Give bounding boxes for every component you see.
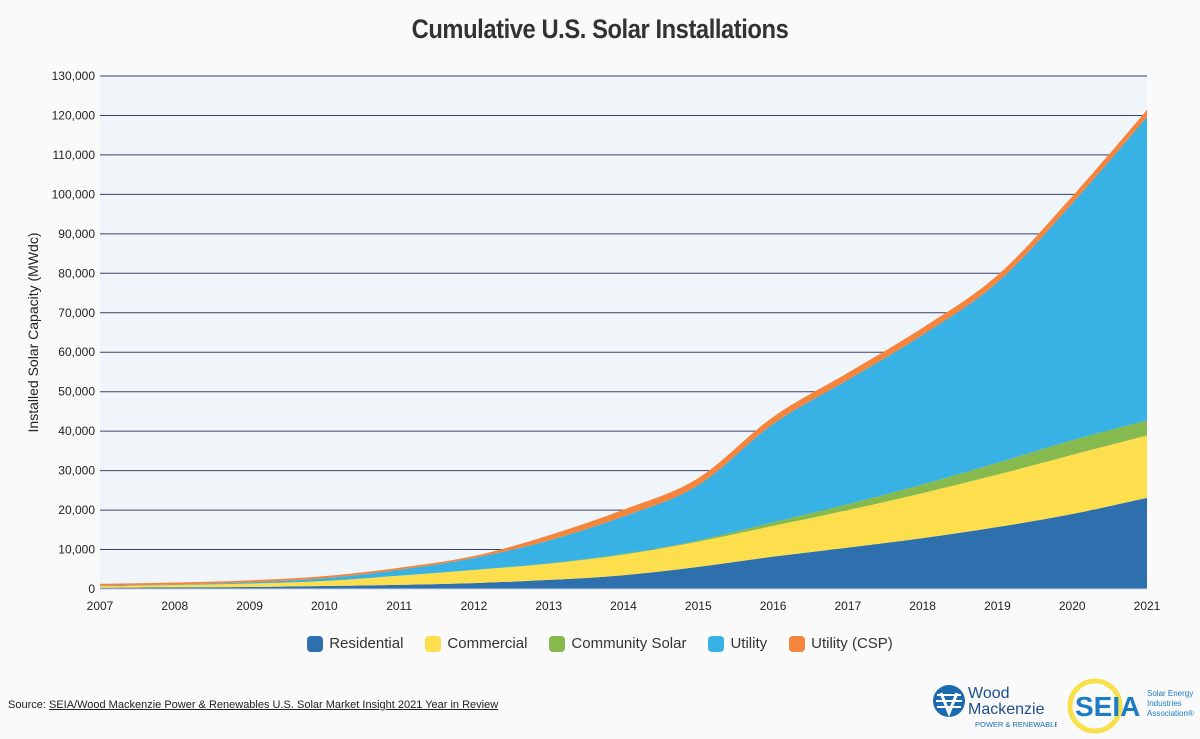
svg-text:Wood: Wood bbox=[968, 685, 1010, 702]
x-tick-label: 2018 bbox=[909, 599, 936, 613]
x-tick-label: 2010 bbox=[311, 599, 338, 613]
y-tick-label: 10,000 bbox=[58, 543, 95, 557]
legend-label: Commercial bbox=[447, 635, 528, 652]
y-tick-label: 40,000 bbox=[58, 424, 95, 438]
legend-swatch bbox=[549, 635, 566, 652]
svg-text:Industries: Industries bbox=[1147, 699, 1182, 708]
x-tick-label: 2013 bbox=[535, 599, 562, 613]
x-tick-label: 2020 bbox=[1059, 599, 1086, 613]
legend-label: Residential bbox=[329, 635, 404, 652]
source-note: Source: SEIA/Wood Mackenzie Power & Rene… bbox=[8, 699, 498, 711]
source-link[interactable]: SEIA/Wood Mackenzie Power & Renewables U… bbox=[48, 699, 499, 711]
x-tick-label: 2014 bbox=[610, 599, 637, 613]
area-residential bbox=[100, 497, 1147, 589]
legend-item: Residential bbox=[307, 635, 403, 652]
area-commercial bbox=[100, 435, 1147, 588]
y-axis-label: Installed Solar Capacity (MWdc) bbox=[25, 233, 41, 433]
y-tick-label: 90,000 bbox=[58, 227, 95, 241]
x-tick-label: 2021 bbox=[1134, 599, 1161, 613]
x-tick-label: 2012 bbox=[461, 599, 488, 613]
x-tick-label: 2007 bbox=[87, 599, 114, 613]
legend-label: Community Solar bbox=[571, 635, 687, 652]
legend-swatch bbox=[708, 635, 725, 652]
legend-swatch bbox=[789, 635, 806, 652]
x-tick-label: 2011 bbox=[386, 599, 412, 613]
x-tick-label: 2009 bbox=[236, 599, 263, 613]
svg-text:Mackenzie: Mackenzie bbox=[968, 701, 1045, 718]
y-tick-label: 130,000 bbox=[52, 69, 96, 83]
legend: Residential Commercial Community Solar Util… bbox=[0, 635, 1200, 652]
x-tick-label: 2019 bbox=[984, 599, 1011, 613]
svg-text:SEIA: SEIA bbox=[1075, 691, 1140, 722]
y-tick-label: 50,000 bbox=[58, 385, 95, 399]
legend-item: Utility bbox=[708, 635, 767, 652]
wood-mackenzie-logo: Wood Mackenzie POWER & RENEWABLES bbox=[933, 685, 1057, 729]
y-tick-label: 80,000 bbox=[58, 266, 95, 280]
legend-item: Commercial bbox=[425, 635, 527, 652]
legend-swatch bbox=[307, 635, 324, 652]
area-utility bbox=[100, 117, 1147, 587]
y-tick-label: 20,000 bbox=[58, 503, 95, 517]
legend-item: Community Solar bbox=[549, 635, 686, 652]
source-label: Source: bbox=[8, 699, 49, 711]
x-tick-label: 2015 bbox=[685, 599, 712, 613]
y-tick-label: 100,000 bbox=[52, 187, 96, 201]
legend-item: Utility (CSP) bbox=[789, 635, 893, 652]
svg-text:Solar Energy: Solar Energy bbox=[1147, 689, 1193, 698]
y-tick-label: 120,000 bbox=[52, 108, 96, 122]
legend-label: Utility (CSP) bbox=[811, 635, 893, 652]
legend-label: Utility bbox=[730, 635, 768, 652]
y-tick-label: 110,000 bbox=[53, 148, 96, 162]
legend-swatch bbox=[425, 635, 442, 652]
chart-title: Cumulative U.S. Solar Installations bbox=[411, 14, 789, 44]
seia-logo: SEIA Solar Energy Industries Association… bbox=[1067, 678, 1194, 734]
svg-text:POWER & RENEWABLES: POWER & RENEWABLES bbox=[975, 720, 1057, 729]
x-tick-label: 2008 bbox=[161, 599, 188, 613]
y-tick-label: 60,000 bbox=[58, 345, 95, 359]
y-tick-label: 70,000 bbox=[58, 306, 95, 320]
y-tick-label: 30,000 bbox=[58, 464, 95, 478]
x-tick-label: 2017 bbox=[835, 599, 862, 613]
svg-text:Association®: Association® bbox=[1147, 709, 1194, 718]
y-tick-label: 0 bbox=[88, 582, 95, 596]
x-tick-label: 2016 bbox=[760, 599, 787, 613]
